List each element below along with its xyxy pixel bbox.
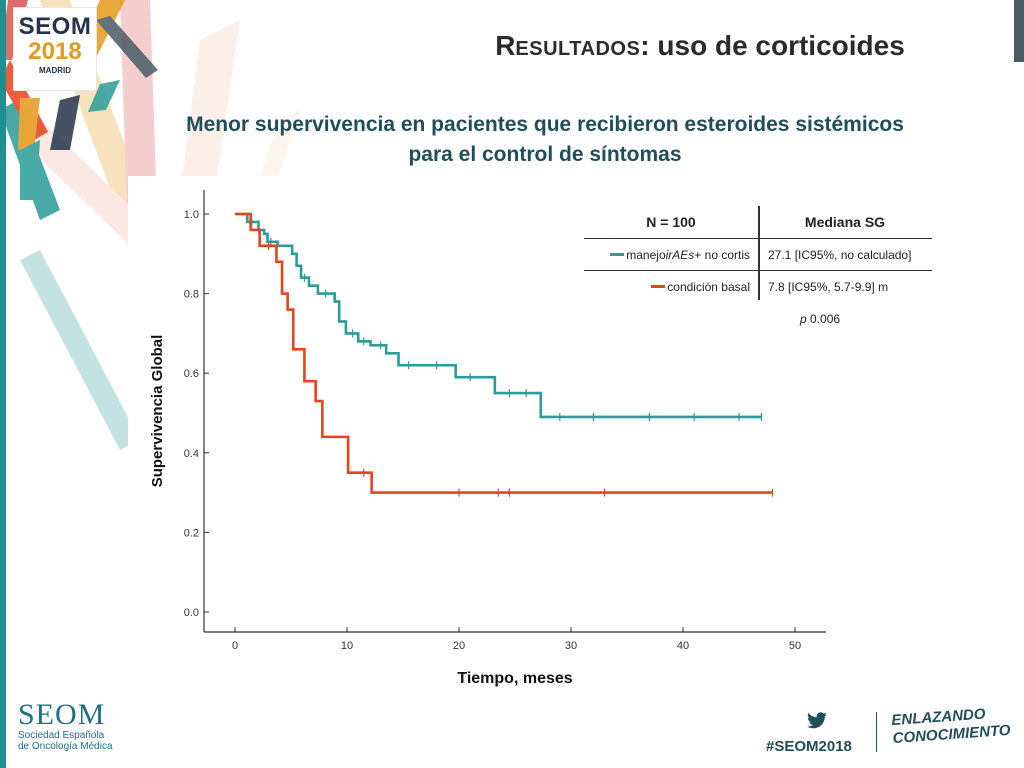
x-tick-label: 0	[232, 640, 238, 652]
row2-value: 7.8 [IC95%, 5.7-9.9] m	[768, 279, 889, 294]
legend-row-basal: condición basal 7.8 [IC95%, 5.7-9.9] m	[584, 271, 932, 302]
plot-panel	[128, 176, 848, 696]
logo-city-text: MADRID	[39, 66, 71, 75]
y-tick-label: 1.0	[184, 209, 199, 221]
p-number: 0.006	[806, 312, 841, 326]
x-tick-label: 40	[677, 640, 689, 652]
row2-label: condición basal	[667, 279, 750, 294]
logo-seom-text: SEOM	[18, 13, 92, 40]
subtitle-line-1: Menor supervivencia en pacientes que rec…	[186, 113, 904, 136]
axes-layer	[203, 190, 826, 633]
p-label: p	[800, 312, 807, 326]
y-tick-label: 0.0	[184, 607, 199, 619]
y-tick-label: 0.4	[184, 448, 199, 460]
header-n: N = 100	[646, 214, 696, 230]
footer-separator	[876, 712, 877, 752]
slide-title: RESULTADOS: uso de corticoides	[480, 30, 920, 62]
title-rest: : uso de corticoides	[640, 30, 905, 61]
teal-swatch	[610, 253, 625, 256]
legend-table: N = 100 Mediana SG manejo irAEs + no cor…	[584, 206, 932, 302]
footer-org-line-1: Sociedad Española	[18, 730, 105, 741]
footer-seom-logo: SEOM Sociedad Española de Oncología Médi…	[18, 698, 113, 753]
x-tick-label: 50	[789, 640, 801, 652]
x-tick-label: 30	[565, 640, 577, 652]
row1-label-post: + no cortis	[694, 247, 750, 262]
left-accent-bar	[0, 0, 6, 768]
row1-value: 27.1 [IC95%, no calculado]	[768, 247, 912, 262]
row1-label-em: irAEs	[665, 247, 695, 262]
y-tick-label: 0.2	[184, 527, 199, 539]
right-accent-bar	[1014, 0, 1024, 62]
footer-hashtag: #SEOM2018	[766, 738, 852, 755]
twitter-icon	[807, 712, 827, 729]
legend-row-irAEs-label: manejo irAEs + no cortis	[584, 248, 758, 262]
series-line-1	[235, 212, 773, 494]
x-tick-label: 20	[453, 640, 465, 652]
legend-row-irAEs: manejo irAEs + no cortis 27.1 [IC95%, no…	[584, 239, 932, 271]
legend-table-divider	[758, 206, 760, 300]
p-value: p 0.006	[800, 312, 840, 326]
header-median: Mediana SG	[804, 214, 886, 230]
x-axis-label: Tiempo, meses	[457, 670, 572, 687]
legend-row-basal-label: condición basal	[584, 280, 758, 294]
footer-seom-text: SEOM	[18, 698, 106, 731]
footer-org-line-2: de Oncología Médica	[18, 741, 113, 752]
row1-label-pre: manejo	[626, 247, 666, 262]
y-tick-label: 0.8	[184, 289, 199, 301]
labels-layer: 0.0 0.2 0.4 0.6 0.8 1.0 0 10 20 30 40 50 Tiempo, mes…	[149, 209, 801, 687]
series-line-0	[235, 212, 762, 419]
seom-2018-logo: SEOM 2018 MADRID	[14, 8, 96, 90]
orange-swatch	[651, 285, 666, 288]
logo-year-text: 2018	[28, 38, 82, 65]
title-initial: R	[495, 30, 516, 61]
y-tick-label: 0.6	[184, 368, 199, 380]
series-layer	[235, 212, 774, 497]
x-tick-label: 10	[341, 640, 353, 652]
subtitle-line-2: para el control de síntomas	[408, 143, 682, 166]
title-smallcaps: ESULTADOS	[515, 38, 641, 60]
y-axis-label: Supervivencia Global	[149, 335, 166, 488]
slide-subtitle: Menor supervivencia en pacientes que rec…	[140, 110, 950, 170]
